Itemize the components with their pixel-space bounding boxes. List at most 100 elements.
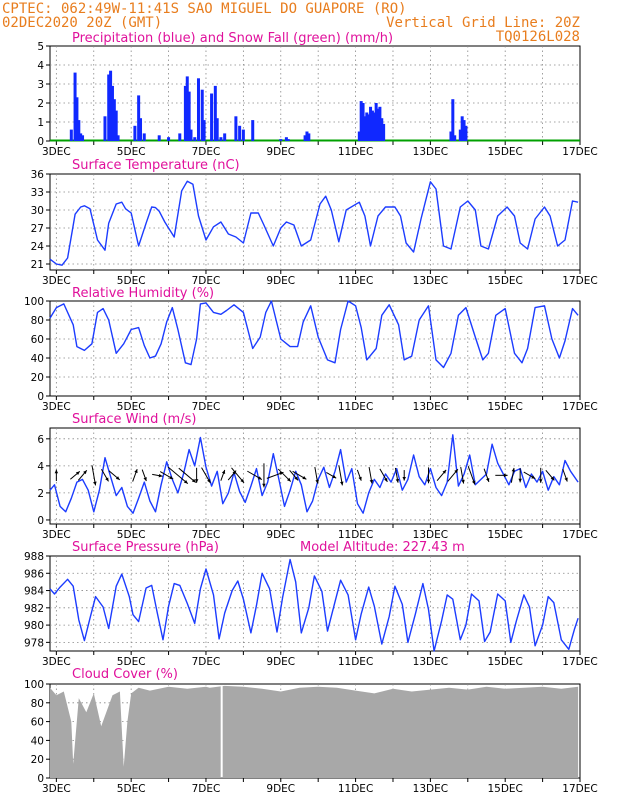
pressure-xtick-label: 13DEC: [413, 656, 448, 668]
cloud-xtick-label: 17DEC: [562, 783, 597, 795]
wind-arrow-head: [169, 475, 174, 480]
precip-bar: [374, 103, 378, 141]
pressure-xtick-label: 5DEC: [117, 656, 146, 668]
precip-xtick-label: 7DEC: [192, 146, 221, 158]
temperature-xtick-label: 5DEC: [117, 275, 146, 287]
temperature-xtick-label: 11DEC: [338, 275, 373, 287]
precip-bar: [378, 106, 382, 141]
temperature-ytick-label: 21: [31, 259, 44, 271]
header-model-code: TQ0126L028: [496, 29, 580, 45]
wind-xtick-label: 3DEC: [42, 529, 71, 541]
precip-bar: [303, 135, 307, 141]
precip-xtick-label: 17DEC: [562, 146, 597, 158]
cloud-xtick-label: 11DEC: [338, 783, 373, 795]
precip-bar: [142, 133, 146, 141]
precip-bar: [112, 99, 116, 141]
precip-bar: [116, 135, 120, 141]
wind-arrow-head: [83, 470, 87, 475]
precip-bar: [185, 76, 189, 141]
precip-ytick-label: 4: [37, 60, 44, 72]
precip-bar: [305, 131, 309, 141]
pressure-ytick-label: 978: [24, 637, 44, 649]
wind-ytick-label: 4: [37, 461, 44, 473]
precip-bar: [187, 91, 191, 141]
precip-bar: [200, 89, 204, 141]
precip-bar: [370, 110, 374, 141]
wind-arrow-head: [486, 477, 490, 482]
wind-arrow-head: [369, 479, 374, 484]
wind-arrow-head: [143, 477, 147, 482]
wind-arrow-head: [158, 473, 163, 478]
wind-arrow-head: [302, 475, 307, 480]
humidity-xtick-label: 15DEC: [487, 401, 522, 413]
precip-bar: [75, 97, 79, 141]
wind-arrow-head: [442, 469, 447, 474]
precip-bar: [380, 118, 384, 141]
humidity-line: [49, 300, 579, 369]
precip-bar: [307, 133, 311, 141]
precip-bar: [234, 116, 238, 141]
cloud-xtick-label: 7DEC: [192, 783, 221, 795]
wind-arrow-head: [402, 476, 406, 481]
humidity-xtick-label: 5DEC: [117, 401, 146, 413]
wind-arrow-head: [134, 469, 138, 474]
temperature-ytick-label: 33: [31, 187, 44, 199]
wind-xtick-label: 9DEC: [266, 529, 295, 541]
precip-bar: [73, 72, 77, 141]
wind-arrow-head: [75, 471, 80, 476]
precip-frame: [49, 45, 581, 142]
cloud-title: Cloud Cover (%): [72, 667, 178, 682]
wind-panel: 0 2 4 6 3DEC 5DEC 7DEC 9DEC 11DEC 13DEC 15DEC 17DEC: [37, 427, 598, 541]
pressure-frame: [49, 555, 581, 652]
humidity-xtick-label: 3DEC: [42, 401, 71, 413]
precip-ytick-label: 0: [37, 136, 44, 148]
precip-bar: [284, 137, 288, 141]
precip-bar: [451, 99, 455, 141]
temperature-xtick-label: 13DEC: [413, 275, 448, 287]
wind-arrow-head: [93, 481, 97, 486]
precip-bar: [69, 129, 73, 141]
pressure-xtick-label: 7DEC: [192, 656, 221, 668]
header-run-time: 02DEC2020 20Z (GMT): [2, 15, 162, 31]
wind-title: Surface Wind (m/s): [72, 412, 196, 427]
wind-frame: [49, 427, 581, 525]
temperature-panel: 21 24 27 30 33 36 3DEC 5DEC 7DEC 9DEC 11DEC 13DEC 15…: [31, 169, 598, 287]
wind-arrow-head: [183, 479, 188, 484]
temperature-line: [49, 180, 579, 266]
precip-bar: [363, 116, 367, 141]
temperature-ytick-label: 24: [31, 241, 45, 253]
precip-bar: [79, 133, 83, 141]
cloud-xtick-label: 3DEC: [42, 783, 71, 795]
temperature-xtick-label: 9DEC: [266, 275, 295, 287]
wind-xtick-label: 5DEC: [117, 529, 146, 541]
wind-arrow: [167, 466, 189, 484]
wind-arrow-head: [286, 477, 291, 482]
wind-arrow-head: [426, 479, 431, 484]
wind-arrow-head: [332, 474, 337, 479]
precip-bar: [464, 125, 468, 141]
wind-arrow-head: [531, 475, 536, 479]
temperature-xtick-label: 15DEC: [487, 275, 522, 287]
wind-arrow-head: [194, 479, 199, 483]
header-grid-line: Vertical Grid Line: 20Z: [386, 15, 580, 31]
precip-bar: [382, 123, 386, 141]
wind-arrow-head: [471, 480, 476, 485]
humidity-ytick-label: 0: [37, 391, 44, 403]
precip-bar: [193, 137, 197, 141]
temperature-xtick-label: 3DEC: [42, 275, 71, 287]
precip-title: Precipitation (blue) and Snow Fall (gree…: [72, 31, 393, 46]
cloud-ytick-label: 0: [37, 773, 44, 785]
cloud-cover-area: [50, 685, 579, 778]
wind-arrow-head: [240, 478, 245, 483]
pressure-xtick-label: 11DEC: [338, 656, 373, 668]
precip-bar: [202, 120, 206, 141]
cloud-ytick-label: 100: [24, 679, 44, 691]
wind-ytick-label: 2: [37, 488, 44, 500]
pressure-line: [49, 558, 579, 652]
wind-arrow: [178, 467, 197, 483]
cloud-ytick-label: 20: [31, 754, 44, 766]
temperature-title: Surface Temperature (nC): [72, 158, 240, 173]
precip-bar: [462, 120, 466, 141]
precip-bar: [219, 137, 223, 141]
wind-arrow-head: [105, 477, 109, 482]
